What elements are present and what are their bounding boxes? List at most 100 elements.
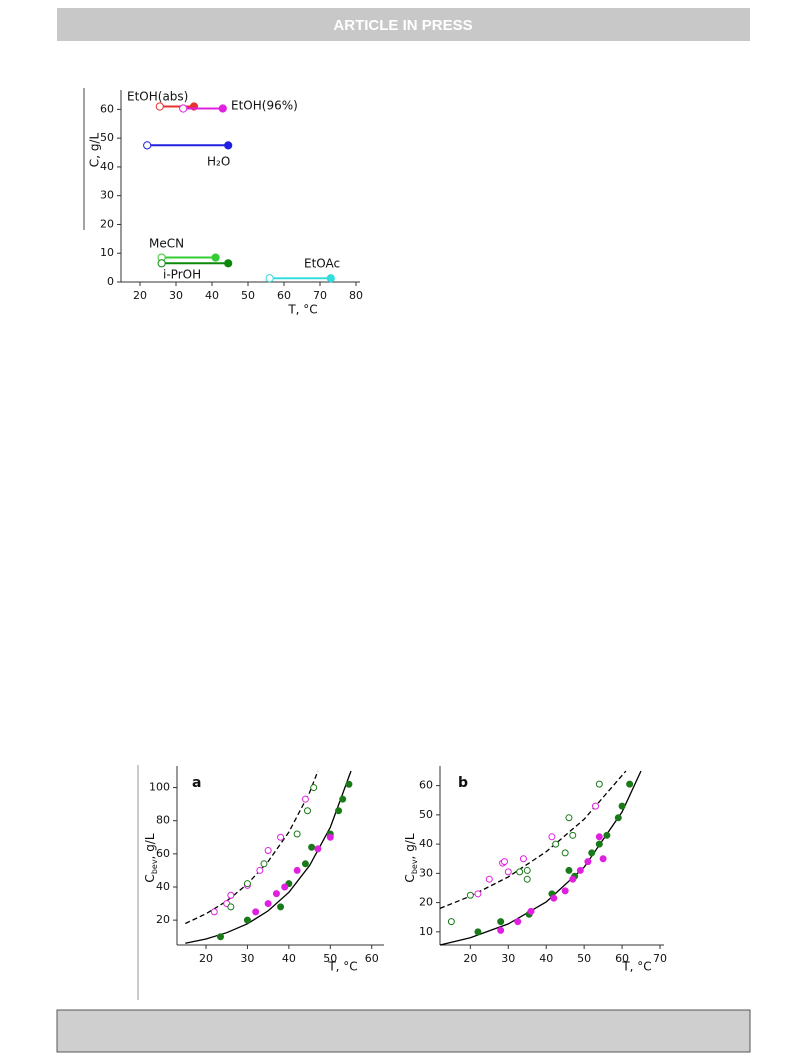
data-point bbox=[210, 908, 218, 916]
data-point bbox=[345, 780, 353, 788]
y-tick-label: 80 bbox=[156, 814, 170, 827]
data-point bbox=[550, 894, 558, 902]
data-point bbox=[474, 890, 482, 898]
banner-text: ARTICLE IN PRESS bbox=[333, 17, 472, 34]
data-point bbox=[252, 908, 260, 916]
data-point bbox=[588, 849, 596, 857]
axis-label: Cbev, g/L bbox=[143, 833, 160, 882]
data-point bbox=[561, 849, 569, 857]
data-point bbox=[339, 795, 347, 803]
data-point bbox=[527, 907, 535, 915]
data-point bbox=[474, 928, 482, 936]
series-label: EtOAc bbox=[304, 257, 340, 271]
axis-label: T, °C bbox=[621, 960, 651, 974]
series-line bbox=[439, 770, 627, 910]
data-point bbox=[264, 847, 272, 855]
data-point bbox=[218, 104, 227, 113]
data-point bbox=[335, 807, 343, 815]
data-point bbox=[497, 926, 505, 934]
data-point bbox=[548, 833, 556, 841]
panel-label: b bbox=[458, 775, 468, 791]
data-point bbox=[523, 866, 531, 874]
data-point bbox=[256, 866, 264, 874]
data-point bbox=[519, 855, 527, 863]
y-tick-label: 20 bbox=[100, 217, 114, 230]
axis-label-part: , g/L bbox=[143, 833, 157, 859]
y-tick-label: 60 bbox=[156, 847, 170, 860]
data-point bbox=[227, 903, 235, 911]
y-tick-label: 100 bbox=[149, 781, 170, 794]
x-tick-label: 40 bbox=[282, 952, 296, 965]
y-tick-label: 40 bbox=[419, 837, 433, 850]
x-tick-label: 20 bbox=[133, 289, 147, 302]
data-point bbox=[504, 868, 512, 876]
data-point bbox=[592, 802, 600, 810]
axis-label: T, °C bbox=[287, 303, 317, 317]
x-tick-label: 60 bbox=[615, 952, 629, 965]
data-point bbox=[265, 274, 274, 283]
x-tick-label: 80 bbox=[349, 289, 363, 302]
data-point bbox=[179, 104, 188, 113]
data-point bbox=[224, 141, 233, 150]
data-point bbox=[155, 102, 164, 111]
data-point bbox=[260, 860, 268, 868]
series-label: H₂O bbox=[207, 155, 230, 169]
y-tick-label: 20 bbox=[419, 896, 433, 909]
axis-label: T, °C bbox=[327, 960, 357, 974]
data-point bbox=[565, 814, 573, 822]
data-point bbox=[466, 891, 474, 899]
data-point bbox=[143, 141, 152, 150]
data-point bbox=[293, 830, 301, 838]
data-point bbox=[308, 843, 316, 851]
data-point bbox=[603, 831, 611, 839]
data-point bbox=[217, 933, 224, 941]
data-point bbox=[272, 890, 280, 898]
data-point bbox=[599, 855, 607, 863]
x-tick-label: 40 bbox=[539, 952, 553, 965]
series-label: i-PrOH bbox=[163, 268, 201, 282]
y-tick-label: 30 bbox=[419, 866, 433, 879]
y-tick-label: 40 bbox=[156, 880, 170, 893]
x-tick-label: 30 bbox=[501, 952, 515, 965]
data-point bbox=[293, 866, 301, 874]
data-point bbox=[569, 831, 577, 839]
y-tick-label: 50 bbox=[419, 808, 433, 821]
data-point bbox=[301, 795, 309, 803]
series-label: EtOH(abs) bbox=[127, 90, 188, 104]
data-point bbox=[326, 833, 334, 841]
series-line bbox=[185, 770, 319, 925]
data-point bbox=[301, 860, 309, 868]
data-point bbox=[565, 866, 573, 874]
x-tick-label: 30 bbox=[169, 289, 183, 302]
series-line bbox=[439, 770, 642, 946]
data-point bbox=[569, 875, 577, 883]
data-point bbox=[626, 780, 634, 788]
data-point bbox=[304, 807, 311, 815]
data-point bbox=[310, 784, 318, 792]
y-tick-label: 30 bbox=[100, 189, 114, 202]
data-point bbox=[595, 780, 603, 788]
footer-bar bbox=[56, 1009, 751, 1053]
series-label: MeCN bbox=[149, 237, 184, 251]
data-point bbox=[584, 858, 592, 866]
data-point bbox=[576, 866, 584, 874]
data-point bbox=[561, 887, 569, 895]
data-point bbox=[326, 274, 335, 283]
data-point bbox=[514, 918, 522, 926]
x-tick-label: 70 bbox=[313, 289, 327, 302]
data-point bbox=[595, 833, 603, 841]
series-label: EtOH(96%) bbox=[231, 99, 298, 113]
data-point bbox=[595, 840, 603, 848]
x-tick-label: 60 bbox=[277, 289, 291, 302]
data-point bbox=[224, 259, 233, 268]
y-tick-label: 50 bbox=[100, 131, 114, 144]
data-point bbox=[211, 253, 220, 262]
y-tick-label: 60 bbox=[419, 779, 433, 792]
axis-label-part: C bbox=[143, 874, 157, 882]
axis-label-part: bev bbox=[150, 859, 159, 874]
x-tick-label: 30 bbox=[240, 952, 254, 965]
x-tick-label: 50 bbox=[323, 952, 337, 965]
data-point bbox=[485, 875, 493, 883]
